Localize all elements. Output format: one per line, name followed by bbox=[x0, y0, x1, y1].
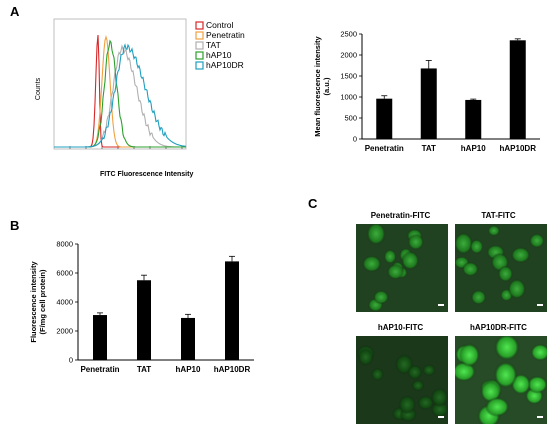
micrograph-title-hap10: hAP10-FITC bbox=[377, 323, 424, 332]
bar-penetratin bbox=[93, 315, 107, 360]
cell bbox=[469, 239, 484, 255]
cell bbox=[422, 364, 436, 376]
cell bbox=[470, 289, 487, 305]
y-axis-label: Fluorescence intensity(F/mg cell protein… bbox=[29, 261, 47, 343]
cell bbox=[366, 224, 386, 246]
flow-x-axis-label: FITC Fluorescence Intensity bbox=[100, 171, 193, 178]
cell bbox=[529, 233, 545, 249]
micrograph-title-hap10dr: hAP10DR-FITC bbox=[470, 323, 527, 332]
bar-penetratin bbox=[376, 98, 393, 139]
cell bbox=[407, 233, 424, 251]
flow-histogram: Counts ControlPenetratinTAThAP10hAP10DR … bbox=[35, 18, 245, 178]
bar-tat bbox=[137, 280, 151, 360]
cell bbox=[497, 265, 514, 283]
micrograph-hap10 bbox=[356, 336, 448, 424]
cell bbox=[361, 255, 382, 273]
micrograph-hap10dr bbox=[455, 336, 547, 424]
cell bbox=[530, 343, 547, 362]
cell bbox=[494, 336, 520, 361]
bar-chart-a: 0 500 1000 1500 2000 2500 Mean fluorescence in… bbox=[313, 30, 540, 153]
cell bbox=[407, 364, 423, 380]
y-tick-label: 0 bbox=[353, 135, 357, 144]
cell bbox=[510, 246, 531, 264]
y-tick-label: 8000 bbox=[56, 240, 73, 249]
legend-swatch bbox=[195, 51, 204, 60]
bar-hap10dr bbox=[509, 40, 526, 139]
cell bbox=[507, 278, 526, 300]
cell bbox=[411, 379, 425, 392]
cell bbox=[484, 396, 510, 417]
legend-label: hAP10DR bbox=[206, 60, 244, 70]
y-tick-label: 2500 bbox=[340, 30, 357, 39]
cell bbox=[487, 225, 500, 237]
x-tick-label: TAT bbox=[422, 144, 436, 153]
scale-bar bbox=[537, 304, 543, 306]
cell bbox=[386, 263, 405, 280]
legend-label: hAP10 bbox=[206, 50, 232, 60]
bar-tat bbox=[420, 68, 437, 139]
micrograph-title-penetratin: Penetratin-FITC bbox=[370, 211, 431, 220]
cell bbox=[383, 249, 397, 264]
y-tick-label: 1500 bbox=[340, 72, 357, 81]
y-tick-label: 2000 bbox=[56, 327, 73, 336]
micrograph-tat bbox=[455, 224, 547, 312]
bar-hap10 bbox=[181, 317, 195, 360]
micrograph-title-tat: TAT-FITC bbox=[481, 211, 516, 220]
y-tick-label: 0 bbox=[69, 356, 73, 365]
legend-swatch bbox=[195, 41, 204, 50]
x-tick-label: hAP10 bbox=[176, 365, 201, 374]
cell bbox=[430, 387, 448, 407]
cell bbox=[357, 348, 374, 366]
legend-swatch bbox=[195, 31, 204, 40]
bar-chart-b: 0 2000 4000 6000 8000 Fluorescence intensity(… bbox=[29, 240, 254, 374]
bar-hap10dr bbox=[225, 261, 239, 360]
cell bbox=[458, 343, 480, 368]
scale-bar bbox=[438, 304, 444, 306]
cell bbox=[371, 367, 384, 381]
cell bbox=[455, 232, 473, 255]
panel-label-c: C bbox=[308, 196, 318, 211]
x-tick-label: Penetratin bbox=[365, 144, 404, 153]
y-tick-label: 2000 bbox=[340, 51, 357, 60]
legend-label: Penetratin bbox=[206, 30, 245, 40]
y-tick-label: 500 bbox=[344, 114, 357, 123]
y-tick-label: 4000 bbox=[56, 298, 73, 307]
micrograph-penetratin bbox=[356, 224, 448, 312]
legend-swatch bbox=[195, 21, 204, 30]
cell bbox=[398, 395, 416, 415]
legend-swatch bbox=[195, 61, 204, 70]
panel-label-a: A bbox=[10, 4, 20, 19]
y-tick-label: 1000 bbox=[340, 93, 357, 102]
y-tick-label: 6000 bbox=[56, 269, 73, 278]
cell bbox=[462, 261, 479, 277]
cell bbox=[493, 361, 518, 389]
flow-y-axis-label: Counts bbox=[35, 77, 42, 100]
x-tick-label: TAT bbox=[137, 365, 151, 374]
x-tick-label: hAP10DR bbox=[214, 365, 251, 374]
flow-curve-hap10dr bbox=[54, 43, 187, 148]
flow-curve-control bbox=[54, 34, 186, 148]
legend-label: TAT bbox=[206, 40, 221, 50]
x-tick-label: hAP10 bbox=[461, 144, 486, 153]
scale-bar bbox=[537, 416, 543, 418]
flow-plot-frame bbox=[53, 18, 187, 150]
bar-hap10 bbox=[465, 99, 482, 139]
panel-label-b: B bbox=[10, 218, 20, 233]
cell bbox=[401, 250, 420, 271]
x-tick-label: hAP10DR bbox=[500, 144, 537, 153]
cell bbox=[527, 375, 547, 394]
x-tick-label: Penetratin bbox=[80, 365, 119, 374]
cell bbox=[417, 395, 434, 411]
legend-label: Control bbox=[206, 20, 234, 30]
flow-curve-hap10 bbox=[54, 39, 186, 148]
scale-bar bbox=[438, 416, 444, 418]
cell bbox=[373, 290, 389, 305]
y-axis-label: Mean fluorescence intensity(a.u.) bbox=[313, 35, 331, 136]
